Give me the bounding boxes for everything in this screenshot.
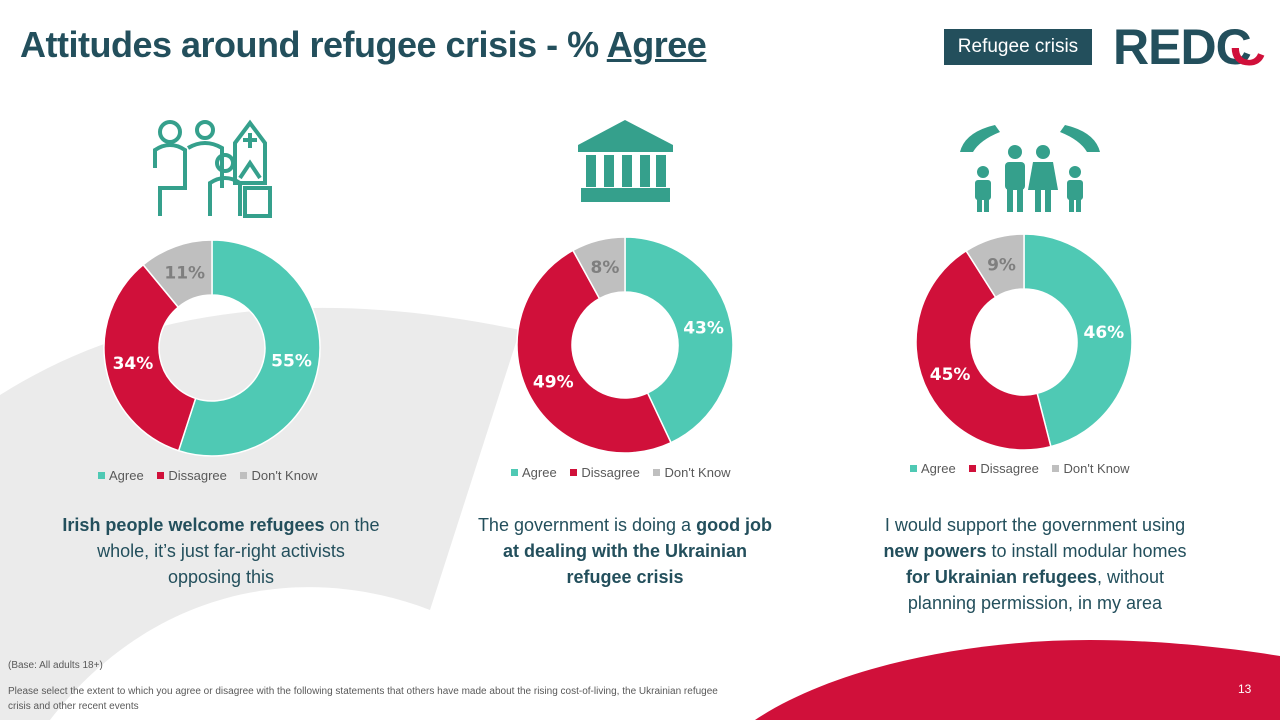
- legend-item-agree: Agree: [511, 465, 557, 480]
- data-label-agree: 46%: [1084, 323, 1125, 343]
- donut-slice-agree: [624, 236, 734, 444]
- donut-slice-dont-know: [571, 236, 626, 300]
- page-number: 13: [1238, 682, 1252, 696]
- redc-logo: REDC C: [1113, 19, 1265, 76]
- donut-chart-1: 55% 34% 11%: [103, 239, 321, 457]
- data-label-dont-know: 11%: [164, 263, 205, 283]
- donut-chart-2: 43% 49% 8%: [516, 236, 734, 454]
- base-note: (Base: All adults 18+): [8, 660, 103, 671]
- legend-item-agree: Agree: [910, 461, 956, 476]
- donut-slice-disagree: [103, 263, 197, 452]
- donut-chart-3: 46% 45% 9%: [915, 233, 1133, 451]
- data-label-disagree: 34%: [113, 354, 154, 374]
- data-label-agree: 43%: [683, 318, 724, 338]
- government-building-icon: [578, 120, 673, 202]
- statement-1: Irish people welcome refugees on the who…: [62, 515, 380, 587]
- legend-item-dont-know: Don't Know: [1052, 461, 1130, 476]
- title-emphasis: Agree: [606, 24, 707, 65]
- donut-slice-disagree: [915, 249, 1052, 451]
- refugee-family-icon: [153, 119, 272, 218]
- page-title: Attitudes around refugee crisis - % Agre…: [20, 24, 707, 65]
- legend-item-dont-know: Don't Know: [240, 468, 318, 483]
- legend-1: Agree Dissagree Don't Know: [98, 468, 328, 483]
- donut-slice-dont-know: [965, 233, 1025, 299]
- legend-item-disagree: Dissagree: [969, 461, 1039, 476]
- data-label-dont-know: 9%: [987, 256, 1016, 276]
- data-label-dont-know: 8%: [591, 258, 620, 278]
- data-label-disagree: 49%: [533, 373, 574, 393]
- protected-family-icon: [960, 125, 1100, 212]
- section-badge: Refugee crisis: [944, 29, 1092, 65]
- donut-slice-agree: [177, 239, 321, 457]
- data-label-agree: 55%: [271, 352, 312, 372]
- statement-2: The government is doing a good job at de…: [477, 515, 773, 587]
- legend-item-dont-know: Don't Know: [653, 465, 731, 480]
- donut-slice-dont-know: [142, 239, 213, 309]
- data-label-disagree: 45%: [930, 365, 971, 385]
- legend-item-disagree: Dissagree: [157, 468, 227, 483]
- legend-item-agree: Agree: [98, 468, 144, 483]
- legend-2: Agree Dissagree Don't Know: [511, 465, 741, 480]
- question-note: Please select the extent to which you ag…: [8, 686, 718, 712]
- donut-slice-disagree: [516, 249, 672, 454]
- legend-3: Agree Dissagree Don't Know: [910, 461, 1140, 476]
- donut-slice-agree: [1023, 233, 1133, 448]
- statement-3: I would support the government using new…: [883, 515, 1187, 613]
- legend-item-disagree: Dissagree: [570, 465, 640, 480]
